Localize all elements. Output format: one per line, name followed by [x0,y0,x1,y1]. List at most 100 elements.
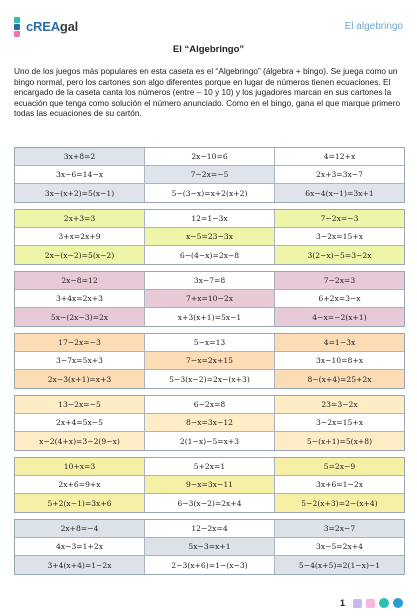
equation-cell: 3x+6=1−2x [275,476,404,494]
card-row: 5x−(2x−3)=2x x+3(x+1)=5x−1 4−x=−2(x+1) [15,308,404,326]
bingo-card: 10+x=3 5+2x=1 5=2x−9 2x+6=9+x 9−x=3x−11 … [14,457,405,513]
card-row: 2x+6=9+x 9−x=3x−11 3x+6=1−2x [15,476,404,494]
equation-cell: 6−2x=8 [145,396,275,414]
equation-cell: 2x−3(x+1)=x+3 [15,370,145,388]
card-row: 2x+3=3 12=1−3x 7−2x=−3 [15,210,404,228]
card-row: 2x−8=12 3x−7=8 7−2x=3 [15,272,404,290]
equation-cell: 12−2x=4 [145,520,275,538]
page-number: 1 [339,598,345,608]
card-row: 3x−(x+2)=5(x−1) 5−(3−x)=x+2(x+2) 6x−4(x−… [15,184,404,202]
equation-cell: 5−x=13 [145,334,275,352]
card-row: 2x+8=−4 12−2x=4 3=2x−7 [15,520,404,538]
equation-cell: 2x−10=6 [145,148,275,166]
equation-cell: 7+x=10−2x [145,290,275,308]
equation-cell: 5+2(x−1)=3x+6 [15,494,145,512]
decor-circle [379,598,389,608]
card-row: 2x+4=5x−5 8−x=3x−12 3−2x=15+x [15,414,404,432]
decor-square [366,598,375,608]
bingo-card: 2x+8=−4 12−2x=4 3=2x−7 4x−3=1+2x 5x−3=x+… [14,519,405,575]
equation-cell: 2x+3=3x−7 [275,166,404,184]
card-row: 3+x=2x+9 x−5=23−3x 3−2x=15+x [15,228,404,246]
equation-cell: 4x−3=1+2x [15,538,145,556]
equation-cell: 5x−(2x−3)=2x [15,308,145,326]
card-row: 2x−3(x+1)=x+3 5−3(x−2)=2x−(x+3) 8−(x+4)=… [15,370,404,388]
card-row: x−2(4+x)=3−2(9−x) 2(1−x)−5=x+3 5−(x+1)=5… [15,432,404,450]
equation-cell: 8−(x+4)=25+2x [275,370,404,388]
card-row: 10+x=3 5+2x=1 5=2x−9 [15,458,404,476]
equation-cell: 2x+3=3 [15,210,145,228]
equation-cell: 17−2x=−3 [15,334,145,352]
card-row: 17−2x=−3 5−x=13 4=1−3x [15,334,404,352]
card-row: 3x+8=2 2x−10=6 4=12+x [15,148,404,166]
equation-cell: 3−7x=5x+3 [15,352,145,370]
equation-cell: 7−x=2x+15 [145,352,275,370]
equation-cell: 2−3(x+6)=1−(x−3) [145,556,275,574]
equation-cell: 7−2x=3 [275,272,404,290]
equation-cell: 3+4x=2x+3 [15,290,145,308]
equation-cell: 12=1−3x [145,210,275,228]
page-title: El “Algebringo” [172,44,245,55]
equation-cell: 3x−7=8 [145,272,275,290]
header-right-title: El algebringo [344,21,403,32]
bingo-card: 2x+3=3 12=1−3x 7−2x=−3 3+x=2x+9 x−5=23−3… [14,209,405,265]
card-row: 3x−6=14−x 7−2x=−5 2x+3=3x−7 [15,166,404,184]
intro-paragraph: Uno de los juegos más populares en esta … [14,66,401,119]
decor-circle [393,598,403,608]
card-row: 4x−3=1+2x 5x−3=x+1 3x−5=2x+4 [15,538,404,556]
bingo-card: 2x−8=12 3x−7=8 7−2x=3 3+4x=2x+3 7+x=10−2… [14,271,405,327]
equation-cell: 9−x=3x−11 [145,476,275,494]
card-row: 3+4(x+4)=1−2x 2−3(x+6)=1−(x−3) 5−4(x+5)=… [15,556,404,574]
card-row: 3−7x=5x+3 7−x=2x+15 3x−10=8+x [15,352,404,370]
card-row: 3+4x=2x+3 7+x=10−2x 6+2x=3−x [15,290,404,308]
equation-cell: x−5=23−3x [145,228,275,246]
equation-cell: 5−(3−x)=x+2(x+2) [145,184,275,202]
equation-cell: 23=3−2x [275,396,404,414]
card-row: 5+2(x−1)=3x+6 6−3(x−2)=2x+4 5−2(x+3)=2−(… [15,494,404,512]
equation-cell: 4=12+x [275,148,404,166]
equation-cell: x+3(x+1)=5x−1 [145,308,275,326]
bingo-card: 3x+8=2 2x−10=6 4=12+x 3x−6=14−x 7−2x=−5 … [14,147,405,203]
equation-cell: 3+4(x+4)=1−2x [15,556,145,574]
equation-cell: 10+x=3 [15,458,145,476]
equation-cell: 5−2(x+3)=2−(x+4) [275,494,404,512]
equation-cell: 3−2x=15+x [275,228,404,246]
equation-cell: 2x+8=−4 [15,520,145,538]
equation-cell: 6x−4(x−1)=3x+1 [275,184,404,202]
equation-cell: 7−2x=−3 [275,210,404,228]
equation-cell: 6+2x=3−x [275,290,404,308]
equation-cell: 2x−(x−2)=5(x−2) [15,246,145,264]
equation-cell: 13−2x=−5 [15,396,145,414]
equation-cell: 7−2x=−5 [145,166,275,184]
equation-cell: 8−x=3x−12 [145,414,275,432]
logo-mark [14,14,24,38]
logo: cREAgal [14,14,78,38]
equation-cell: x−2(4+x)=3−2(9−x) [15,432,145,450]
equation-cell: 3+x=2x+9 [15,228,145,246]
equation-cell: 6−(4−x)=2x−8 [145,246,275,264]
equation-cell: 5−3(x−2)=2x−(x+3) [145,370,275,388]
equation-cell: 2(1−x)−5=x+3 [145,432,275,450]
equation-cell: 3x−6=14−x [15,166,145,184]
equation-cell: 2x−8=12 [15,272,145,290]
page-header: cREAgal El algebringo [14,14,403,44]
bingo-card: 17−2x=−3 5−x=13 4=1−3x 3−7x=5x+3 7−x=2x+… [14,333,405,389]
equation-cell: 3x−(x+2)=5(x−1) [15,184,145,202]
equation-cell: 5=2x−9 [275,458,404,476]
equation-cell: 2x+4=5x−5 [15,414,145,432]
equation-cell: 4=1−3x [275,334,404,352]
equation-cell: 5+2x=1 [145,458,275,476]
equation-cell: 3x−5=2x+4 [275,538,404,556]
equation-cell: 6−3(x−2)=2x+4 [145,494,275,512]
equation-cell: 3=2x−7 [275,520,404,538]
logo-text: cREAgal [26,18,79,34]
equation-cell: 2x+6=9+x [15,476,145,494]
equation-cell: 4−x=−2(x+1) [275,308,404,326]
equation-cell: 5x−3=x+1 [145,538,275,556]
equation-cell: 3x+8=2 [15,148,145,166]
equation-cell: 5−4(x+5)=2(1−x)−1 [275,556,404,574]
card-row: 13−2x=−5 6−2x=8 23=3−2x [15,396,404,414]
page-footer: 1 [340,598,403,608]
equation-cell: 3x−10=8+x [275,352,404,370]
bingo-card: 13−2x=−5 6−2x=8 23=3−2x 2x+4=5x−5 8−x=3x… [14,395,405,451]
equation-cell: 3(2−x)−5=3−2x [275,246,404,264]
